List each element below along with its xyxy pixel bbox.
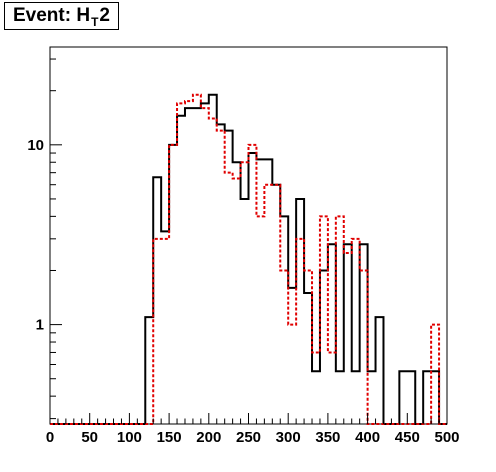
x-tick-label: 100 bbox=[117, 429, 142, 446]
x-tick-label: 150 bbox=[157, 429, 182, 446]
x-tick-label: 400 bbox=[355, 429, 380, 446]
title-prefix: Event: H bbox=[13, 5, 91, 26]
plot-frame bbox=[49, 46, 448, 425]
x-tick-label: 350 bbox=[315, 429, 340, 446]
series-line-1 bbox=[50, 93, 447, 425]
x-tick-label: 50 bbox=[81, 429, 98, 446]
axis-layer: 0 50 100 150 200 250 300 350 400 450 500 1 10 bbox=[27, 58, 460, 446]
title-subscript: T bbox=[91, 15, 99, 29]
y-tick-label: 1 bbox=[36, 317, 44, 334]
x-tick-label: 0 bbox=[46, 429, 54, 446]
x-tick-label: 200 bbox=[196, 429, 221, 446]
x-tick-label: 500 bbox=[434, 429, 459, 446]
y-tick-label: 10 bbox=[27, 137, 44, 154]
x-tick-label: 450 bbox=[395, 429, 420, 446]
title-suffix: 2 bbox=[99, 5, 110, 26]
x-tick-label: 300 bbox=[276, 429, 301, 446]
x-tick-label: 250 bbox=[236, 429, 261, 446]
series-line-2 bbox=[50, 93, 447, 425]
series-layer bbox=[50, 93, 447, 425]
